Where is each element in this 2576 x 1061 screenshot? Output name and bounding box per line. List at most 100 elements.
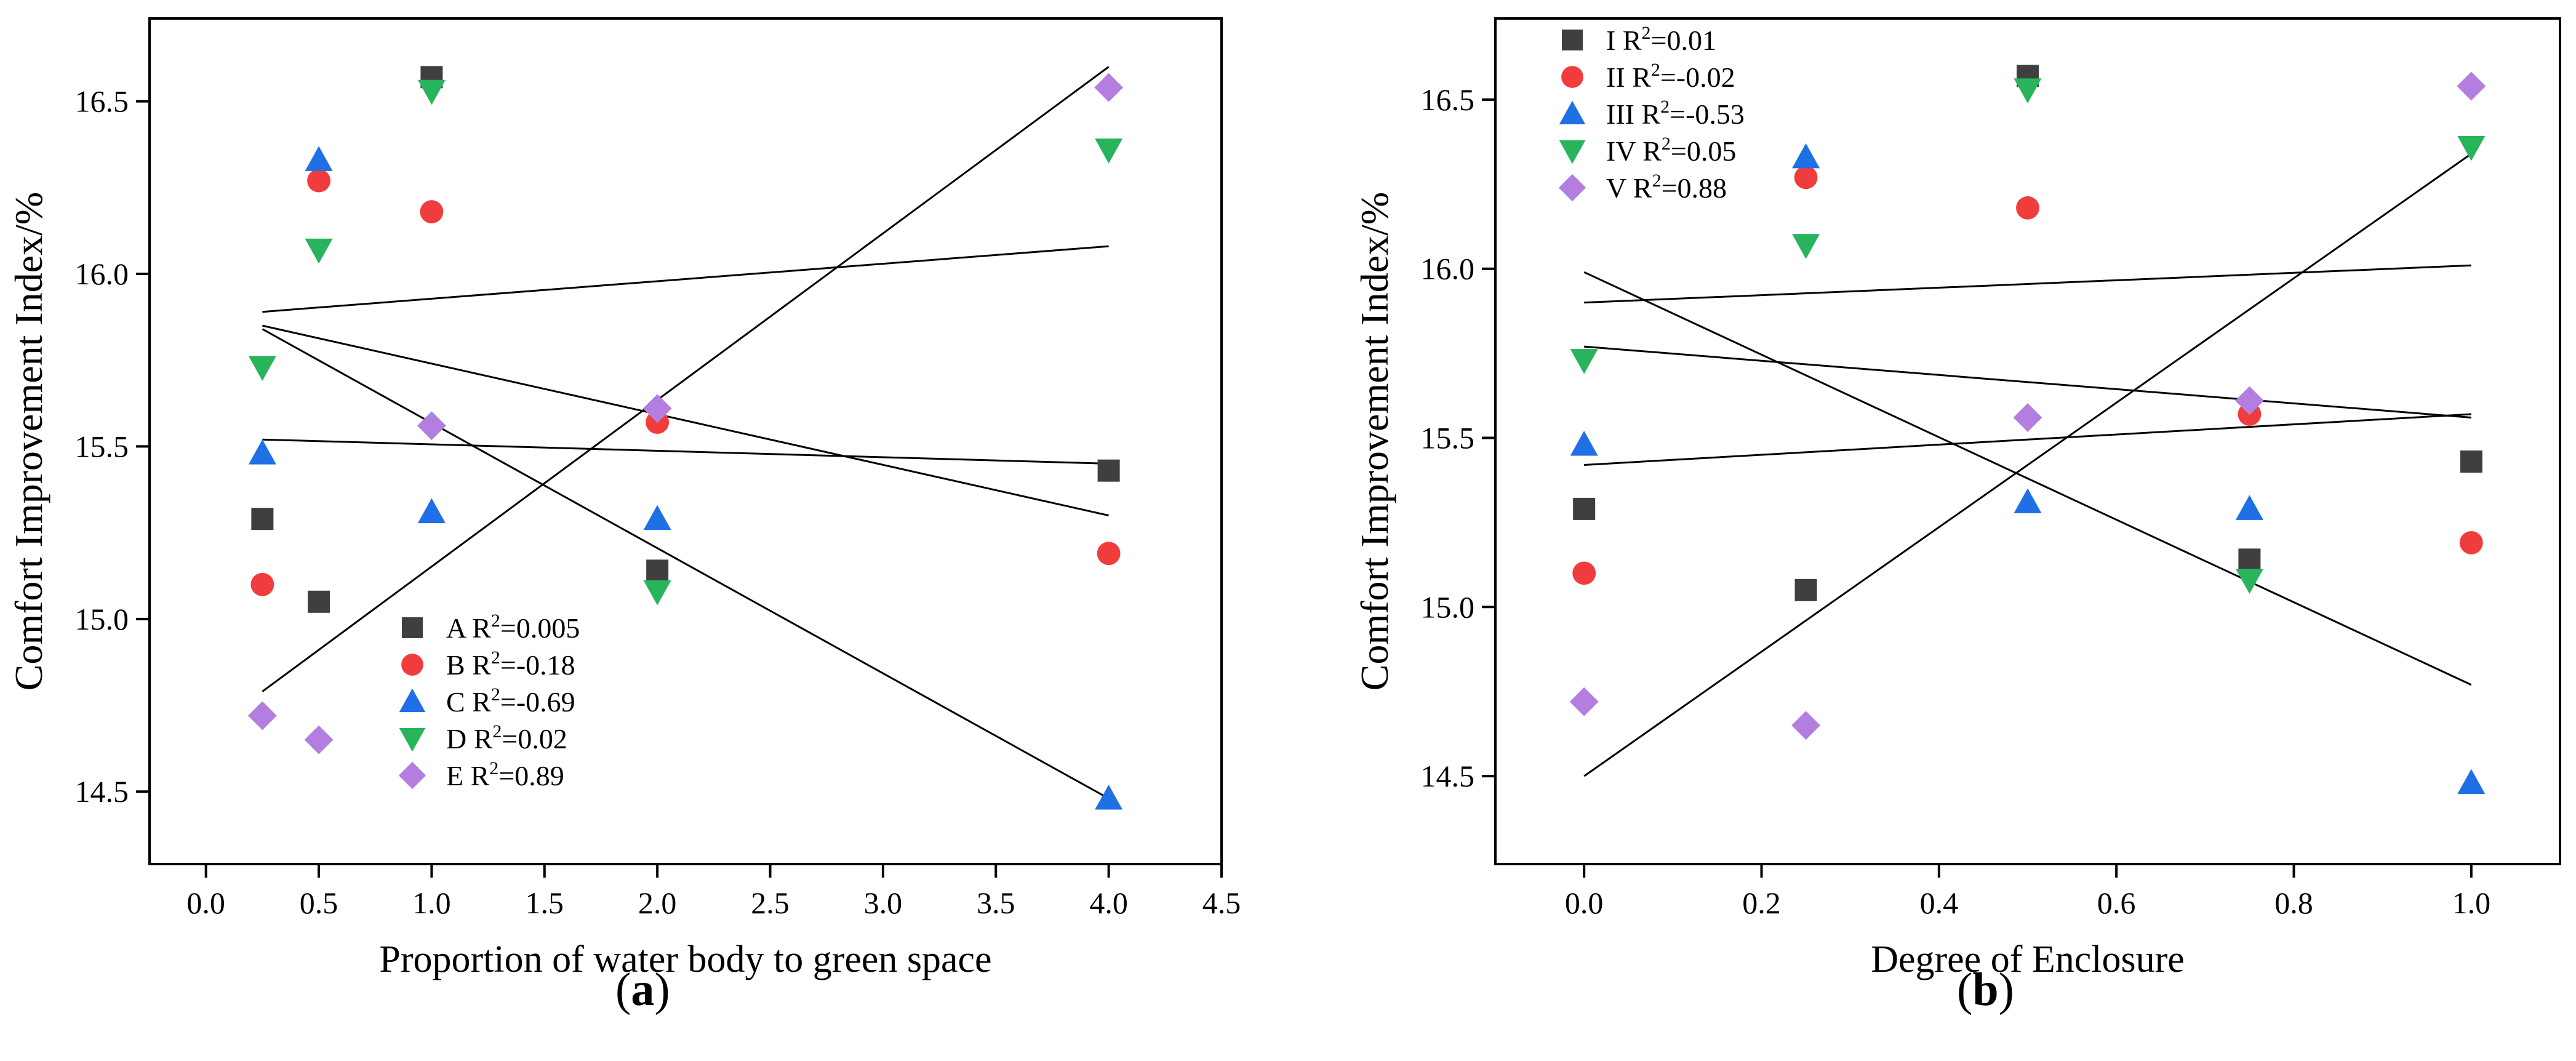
fit-line-B — [262, 324, 1109, 517]
fit-line-I — [1584, 413, 2471, 466]
fit-line-V — [1583, 153, 2472, 777]
y-axis-title: Comfort Improvement Index/% — [7, 192, 50, 691]
data-point-A — [308, 590, 330, 613]
x-tick-label: 2.0 — [638, 886, 677, 920]
x-tick-label: 3.5 — [977, 886, 1015, 920]
data-point-II — [2459, 530, 2483, 555]
data-point-V — [2457, 71, 2486, 101]
y-tick-label: 16.0 — [75, 257, 129, 291]
panel-label-a: (a) — [615, 964, 670, 1015]
x-axis-title: Degree of Enclosure — [1871, 939, 2185, 980]
data-point-A — [1097, 459, 1120, 482]
data-point-IV — [2014, 78, 2042, 103]
panel-label-b: (b) — [1957, 964, 2014, 1015]
legend-label-II: II R2=-0.02 — [1606, 60, 1735, 93]
y-axis-title: Comfort Improvement Index/% — [1353, 192, 1396, 691]
data-point-B — [420, 200, 444, 223]
x-tick-label: 0.6 — [2097, 886, 2136, 920]
data-point-V — [2235, 386, 2264, 415]
data-point-III — [2014, 488, 2042, 513]
data-point-D — [1095, 138, 1123, 164]
x-tick-label: 0.5 — [300, 886, 338, 920]
legend-marker-D — [399, 728, 426, 752]
data-point-II — [2016, 196, 2039, 220]
x-tick-label: 0.4 — [1920, 886, 1959, 920]
legend-marker-II — [1561, 66, 1583, 88]
chart-panel-b: 0.0 0.2 0.4 0.6 0.8 1.0 14.5 15.0 15.5 16.0 16.5 De… — [1353, 17, 2561, 980]
x-tick-label: 0.8 — [2274, 886, 2313, 920]
fit-line-D — [262, 245, 1109, 313]
y-tick-label: 14.5 — [75, 774, 129, 809]
legend-label-C: C R2=-0.69 — [446, 684, 575, 718]
y-tick-label: 16.0 — [1421, 252, 1475, 286]
x-tick-label: 0.0 — [186, 886, 225, 920]
data-point-E — [642, 394, 672, 423]
y-tick-label: 15.5 — [75, 429, 129, 463]
fit-line-C — [262, 328, 1110, 799]
x-tick-label: 2.5 — [751, 886, 790, 920]
data-point-II — [1794, 166, 1818, 190]
legend-marker-E — [398, 761, 426, 790]
legend-label-IV: IV R2=0.05 — [1606, 134, 1736, 167]
legend-label-E: E R2=0.89 — [446, 758, 564, 791]
data-point-E — [1094, 73, 1124, 102]
x-tick-label: 0.0 — [1565, 886, 1604, 920]
legend-label-D: D R2=0.02 — [446, 721, 567, 755]
plot-frame — [1494, 17, 2561, 865]
x-tick-label: 0.2 — [1742, 886, 1781, 920]
fit-line-IV — [1584, 264, 2471, 304]
x-tick-label: 4.0 — [1089, 886, 1128, 920]
data-point-D — [643, 580, 671, 606]
data-point-E — [304, 725, 334, 755]
data-point-A — [646, 559, 669, 582]
x-tick-label: 1.5 — [526, 886, 564, 920]
legend-marker-A — [402, 617, 423, 638]
data-point-I — [2460, 450, 2482, 473]
plot-frame — [148, 17, 1223, 865]
data-point-D — [417, 79, 446, 105]
data-point-IV — [2457, 135, 2486, 161]
data-point-IV — [1792, 234, 1820, 259]
data-point-D — [305, 238, 333, 264]
y-tick-label: 14.5 — [1421, 759, 1475, 793]
legend-marker-V — [1558, 174, 1586, 202]
legend-label-B: B R2=-0.18 — [446, 647, 575, 681]
fit-line-E — [262, 66, 1110, 692]
data-point-C — [248, 439, 276, 465]
data-point-B — [1097, 542, 1121, 566]
x-tick-label: 3.0 — [864, 886, 903, 920]
data-point-C — [643, 505, 671, 530]
data-point-V — [2013, 403, 2042, 432]
data-point-III — [1570, 430, 1598, 456]
data-point-IV — [1570, 349, 1598, 374]
y-tick-label: 16.5 — [75, 84, 129, 119]
data-point-V — [1791, 711, 1820, 740]
data-point-E — [247, 701, 277, 731]
data-point-I — [2238, 548, 2261, 571]
chart-panel-a: 0.0 0.5 1.0 1.5 2.0 2.5 3.0 3.5 4.0 4.5 14.5 15.0 15… — [7, 17, 1241, 980]
data-point-III — [2457, 769, 2486, 795]
legend-marker-IV — [1559, 140, 1586, 164]
legend-label-III: III R2=-0.53 — [1606, 97, 1745, 130]
data-point-IV — [2235, 569, 2263, 594]
data-point-B — [307, 169, 330, 193]
legend-label-I: I R2=0.01 — [1606, 23, 1716, 56]
data-point-V — [1569, 687, 1599, 716]
y-tick-label: 15.0 — [75, 602, 129, 636]
x-tick-label: 1.0 — [2452, 886, 2491, 920]
y-tick-label: 15.0 — [1421, 590, 1475, 624]
fit-line-III — [1583, 271, 2472, 686]
data-point-I — [1794, 579, 1817, 601]
y-tick-label: 16.5 — [1421, 82, 1475, 117]
legend-marker-I — [1562, 30, 1583, 50]
data-point-I — [1573, 497, 1596, 520]
fit-line-A — [262, 438, 1109, 465]
legend-marker-III — [1559, 100, 1586, 124]
data-point-C — [305, 146, 333, 171]
data-point-B — [250, 572, 274, 596]
legend: I R2=0.01 II R2=-0.02 III R2=-0.53 IV R2=0.… — [1558, 23, 1745, 204]
data-point-C — [1095, 784, 1123, 810]
y-tick-label: 15.5 — [1421, 421, 1475, 455]
